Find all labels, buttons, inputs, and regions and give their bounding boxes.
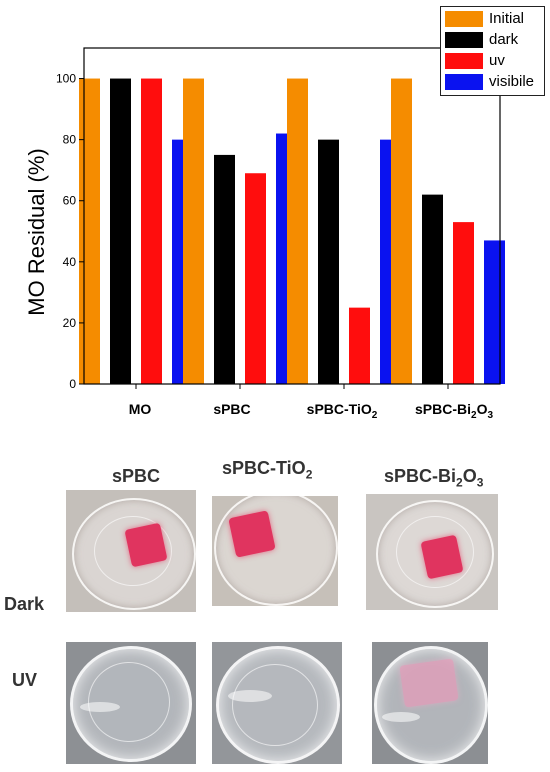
row-label-dark: Dark bbox=[4, 594, 45, 614]
gel-sample bbox=[420, 534, 464, 580]
petri-dish-inner-ring bbox=[396, 516, 474, 588]
legend-label: uv bbox=[489, 52, 505, 69]
bar-uv-2 bbox=[349, 307, 370, 384]
bar-uv-1 bbox=[245, 173, 266, 384]
legend-label: visibile bbox=[489, 73, 535, 90]
legend-item-uv: uv bbox=[441, 51, 544, 71]
legend-item-visibile: visibile bbox=[441, 72, 544, 92]
y-tick-label: 20 bbox=[63, 316, 77, 330]
legend-item-dark: dark bbox=[441, 30, 544, 50]
petri-dish-inner-ring bbox=[232, 664, 318, 746]
plot-frame bbox=[83, 47, 501, 385]
axes bbox=[83, 47, 501, 389]
petri-dish bbox=[374, 646, 488, 764]
bar-initial-2 bbox=[287, 78, 308, 384]
bar-dark-3 bbox=[422, 194, 443, 384]
y-tick-label: 60 bbox=[63, 194, 77, 208]
bar-uv-0 bbox=[141, 78, 162, 384]
legend-swatch bbox=[445, 53, 483, 69]
x-tick-label: sPBC bbox=[213, 401, 250, 417]
bars bbox=[79, 78, 505, 384]
x-tick-labels: MO sPBC sPBC-TiO2 sPBC-Bi2O3 bbox=[129, 401, 494, 421]
photo-dark-spbc-bi2o3 bbox=[366, 494, 498, 610]
x-tick-label: sPBC-TiO2 bbox=[307, 401, 378, 421]
legend-swatch bbox=[445, 74, 483, 90]
bar-initial-3 bbox=[391, 78, 412, 384]
x-tick-label: sPBC-Bi2O3 bbox=[415, 401, 493, 421]
legend-label: Initial bbox=[489, 10, 525, 27]
bar-visibile-3 bbox=[484, 240, 505, 384]
photo-uv-spbc-bi2o3 bbox=[372, 642, 488, 764]
photo-uv-spbc-tio2 bbox=[212, 642, 342, 764]
petri-dish bbox=[214, 496, 338, 606]
photo-dark-spbc-tio2 bbox=[212, 496, 338, 606]
light-glare bbox=[228, 690, 272, 702]
photo-dark-spbc bbox=[66, 490, 196, 612]
bar-dark-0 bbox=[110, 78, 131, 384]
bar-dark-1 bbox=[214, 154, 235, 384]
bar-initial-0 bbox=[79, 78, 100, 384]
y-ticks: 0 20 40 60 80 100 bbox=[56, 72, 84, 391]
y-axis-label: MO Residual (%) bbox=[24, 148, 49, 315]
x-tick-label: MO bbox=[129, 401, 152, 417]
photo-column-label-spbc-tio2: sPBC-TiO2 bbox=[222, 458, 313, 482]
legend-label: dark bbox=[489, 31, 519, 48]
light-glare bbox=[80, 702, 120, 712]
y-tick-label: 80 bbox=[63, 133, 77, 147]
legend-item-initial: Initial bbox=[441, 9, 544, 29]
bar-dark-2 bbox=[318, 139, 339, 384]
gel-sample bbox=[124, 522, 168, 568]
photo-uv-spbc bbox=[66, 642, 196, 764]
bar-initial-1 bbox=[183, 78, 204, 384]
y-tick-label: 100 bbox=[56, 72, 76, 86]
bar-chart: 0 20 40 60 80 100 MO sPBC sPBC-TiO2 sPBC-Bi2O3 M… bbox=[24, 47, 505, 421]
y-tick-label: 40 bbox=[63, 255, 77, 269]
photo-column-label-spbc: sPBC bbox=[112, 466, 161, 486]
light-glare bbox=[382, 712, 420, 722]
row-label-uv: UV bbox=[12, 670, 38, 690]
gel-sample bbox=[228, 510, 276, 558]
legend-swatch bbox=[445, 32, 483, 48]
petri-dish-inner-ring bbox=[94, 516, 172, 586]
photo-column-label-spbc-bi2o3: sPBC-Bi2O3 bbox=[384, 466, 484, 490]
legend: Initial dark uv visibile bbox=[440, 6, 545, 96]
gel-sample bbox=[399, 658, 459, 708]
bar-uv-3 bbox=[453, 222, 474, 384]
legend-swatch bbox=[445, 11, 483, 27]
y-tick-label: 0 bbox=[69, 377, 76, 391]
